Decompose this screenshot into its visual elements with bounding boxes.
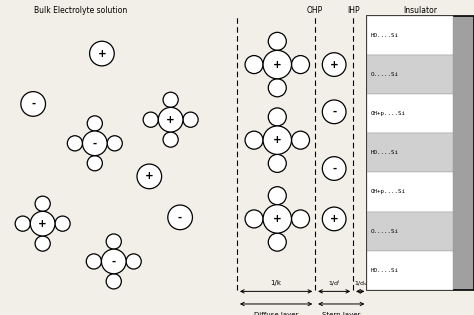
Ellipse shape	[107, 136, 122, 151]
Text: -: -	[332, 107, 336, 117]
Ellipse shape	[168, 205, 192, 230]
Ellipse shape	[322, 207, 346, 231]
Bar	[367, 16, 453, 55]
Ellipse shape	[137, 164, 162, 189]
Bar	[367, 133, 453, 172]
Bar	[367, 211, 453, 251]
Ellipse shape	[268, 32, 286, 50]
Ellipse shape	[21, 92, 46, 116]
Ellipse shape	[268, 233, 286, 251]
Ellipse shape	[292, 131, 310, 149]
Text: +: +	[273, 214, 282, 224]
Text: +: +	[166, 115, 175, 125]
Ellipse shape	[35, 236, 50, 251]
Ellipse shape	[87, 156, 102, 171]
Ellipse shape	[268, 79, 286, 97]
Ellipse shape	[322, 53, 346, 77]
Text: +: +	[330, 214, 338, 224]
Ellipse shape	[87, 116, 102, 131]
Ellipse shape	[322, 100, 346, 124]
Ellipse shape	[106, 234, 121, 249]
Ellipse shape	[143, 112, 158, 127]
Ellipse shape	[183, 112, 198, 127]
Ellipse shape	[101, 249, 126, 274]
Ellipse shape	[268, 187, 286, 205]
Bar	[367, 16, 474, 290]
Text: +: +	[273, 135, 282, 145]
Text: -: -	[178, 212, 182, 222]
Text: -: -	[332, 163, 336, 174]
Text: HO....Si: HO....Si	[370, 268, 398, 273]
Ellipse shape	[15, 216, 30, 231]
Text: Bulk Electrolyte solution: Bulk Electrolyte solution	[34, 6, 127, 15]
Ellipse shape	[30, 211, 55, 236]
Ellipse shape	[322, 157, 346, 180]
Ellipse shape	[268, 154, 286, 172]
Ellipse shape	[163, 92, 178, 107]
Ellipse shape	[106, 274, 121, 289]
Text: -: -	[93, 138, 97, 148]
Ellipse shape	[292, 210, 310, 228]
Text: O.....Si: O.....Si	[370, 72, 398, 77]
Ellipse shape	[263, 205, 292, 233]
Text: IHP: IHP	[347, 6, 359, 15]
Ellipse shape	[82, 131, 107, 156]
Text: +: +	[273, 60, 282, 70]
Text: +: +	[98, 49, 106, 59]
Text: 1/dᴵ: 1/dᴵ	[328, 280, 340, 286]
Text: OH+p....Si: OH+p....Si	[370, 111, 405, 116]
Bar	[367, 172, 453, 211]
Ellipse shape	[126, 254, 141, 269]
Ellipse shape	[268, 108, 286, 126]
Ellipse shape	[86, 254, 101, 269]
Text: -: -	[31, 99, 35, 109]
Ellipse shape	[158, 107, 183, 132]
Ellipse shape	[67, 136, 82, 151]
Text: Stern layer: Stern layer	[322, 312, 360, 315]
Text: -: -	[112, 256, 116, 266]
Ellipse shape	[245, 131, 263, 149]
Ellipse shape	[263, 50, 292, 79]
Bar	[367, 55, 453, 94]
Ellipse shape	[292, 55, 310, 74]
Text: HO....Si: HO....Si	[370, 33, 398, 38]
Text: OHP: OHP	[307, 6, 323, 15]
Ellipse shape	[245, 210, 263, 228]
Bar	[367, 251, 453, 290]
Ellipse shape	[163, 132, 178, 147]
Ellipse shape	[90, 41, 114, 66]
Text: 1/k: 1/k	[271, 280, 282, 286]
Text: 1/dₛ: 1/dₛ	[354, 281, 366, 286]
Bar	[367, 94, 453, 133]
Text: OH+p....Si: OH+p....Si	[370, 189, 405, 194]
Text: Diffuse layer: Diffuse layer	[254, 312, 298, 315]
Text: +: +	[330, 60, 338, 70]
Ellipse shape	[55, 216, 70, 231]
Ellipse shape	[245, 55, 263, 74]
Text: Insulator: Insulator	[404, 6, 438, 15]
Text: +: +	[38, 219, 47, 229]
Text: +: +	[145, 171, 154, 181]
Ellipse shape	[35, 196, 50, 211]
Ellipse shape	[263, 126, 292, 154]
Text: HO....Si: HO....Si	[370, 150, 398, 155]
Text: O.....Si: O.....Si	[370, 229, 398, 234]
